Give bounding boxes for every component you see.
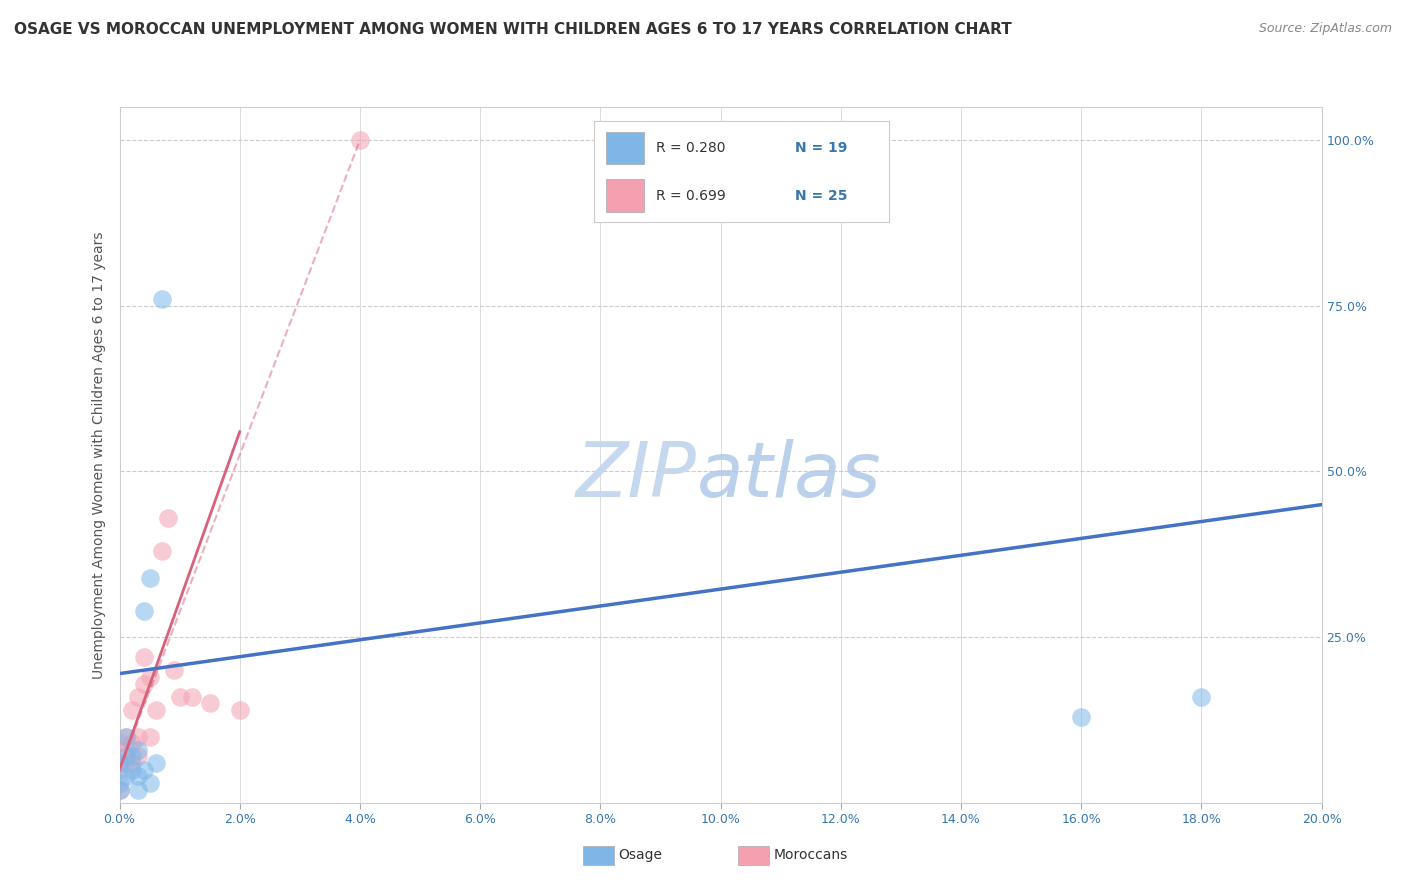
Point <box>127 782 149 797</box>
Point <box>114 749 136 764</box>
Point <box>114 756 136 770</box>
Point <box>145 703 167 717</box>
Y-axis label: Unemployment Among Women with Children Ages 6 to 17 years: Unemployment Among Women with Children A… <box>93 231 107 679</box>
Point <box>121 756 143 770</box>
Point <box>114 743 136 757</box>
Point <box>145 756 167 770</box>
Point <box>108 756 131 770</box>
Point <box>127 769 149 783</box>
Point <box>121 763 143 777</box>
Point <box>108 763 131 777</box>
Text: Moroccans: Moroccans <box>773 848 848 863</box>
Text: ZIP: ZIP <box>575 439 696 513</box>
Point <box>108 782 131 797</box>
Point <box>114 730 136 744</box>
Point <box>121 736 143 750</box>
Point <box>162 663 184 677</box>
Point <box>127 749 149 764</box>
Point <box>121 703 143 717</box>
Point <box>127 730 149 744</box>
Point <box>228 703 252 717</box>
Point <box>132 763 155 777</box>
Point <box>180 690 202 704</box>
Point <box>150 292 173 306</box>
Point <box>114 730 136 744</box>
Point <box>108 782 131 797</box>
Point <box>108 736 131 750</box>
Point <box>150 544 173 558</box>
Point <box>132 676 155 690</box>
Point <box>138 670 160 684</box>
Text: OSAGE VS MOROCCAN UNEMPLOYMENT AMONG WOMEN WITH CHILDREN AGES 6 TO 17 YEARS CORR: OSAGE VS MOROCCAN UNEMPLOYMENT AMONG WOM… <box>14 22 1012 37</box>
Text: Source: ZipAtlas.com: Source: ZipAtlas.com <box>1258 22 1392 36</box>
Point <box>108 776 131 790</box>
Point <box>1070 709 1092 723</box>
Point <box>132 650 155 665</box>
Point <box>127 743 149 757</box>
Point <box>169 690 191 704</box>
Point <box>132 604 155 618</box>
Point <box>114 769 136 783</box>
Point <box>1189 690 1212 704</box>
Point <box>138 776 160 790</box>
Point <box>127 690 149 704</box>
Point <box>138 730 160 744</box>
Point <box>138 570 160 584</box>
Point <box>349 133 371 147</box>
Text: Osage: Osage <box>619 848 662 863</box>
Point <box>121 749 143 764</box>
Point <box>198 697 221 711</box>
Point <box>156 511 179 525</box>
Text: atlas: atlas <box>696 439 882 513</box>
